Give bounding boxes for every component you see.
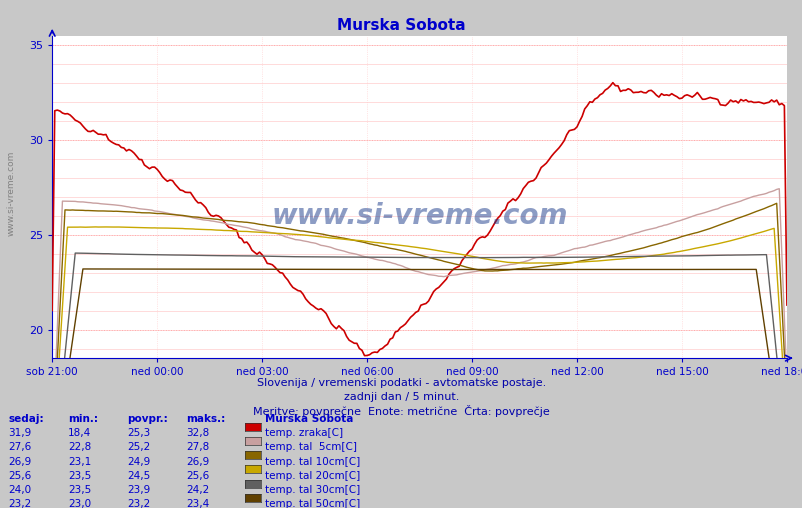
Text: min.:: min.: [68,414,98,424]
Text: 23,2: 23,2 [127,499,150,508]
Text: 23,5: 23,5 [68,485,91,495]
Text: 24,2: 24,2 [186,485,209,495]
Text: www.si-vreme.com: www.si-vreme.com [6,150,15,236]
Text: 25,2: 25,2 [127,442,150,453]
Text: povpr.:: povpr.: [127,414,168,424]
Text: 25,6: 25,6 [8,471,31,481]
Text: 23,4: 23,4 [186,499,209,508]
Text: 24,9: 24,9 [127,457,150,467]
Text: Slovenija / vremenski podatki - avtomatske postaje.: Slovenija / vremenski podatki - avtomats… [257,378,545,389]
Text: 22,8: 22,8 [68,442,91,453]
Text: 25,3: 25,3 [127,428,150,438]
Text: 18,4: 18,4 [68,428,91,438]
Text: 23,0: 23,0 [68,499,91,508]
Text: 23,5: 23,5 [68,471,91,481]
Text: 25,6: 25,6 [186,471,209,481]
Text: 32,8: 32,8 [186,428,209,438]
Text: 23,2: 23,2 [8,499,31,508]
Text: 26,9: 26,9 [186,457,209,467]
Text: temp. tal 20cm[C]: temp. tal 20cm[C] [265,471,360,481]
Text: 27,6: 27,6 [8,442,31,453]
Text: temp. zraka[C]: temp. zraka[C] [265,428,342,438]
Text: zadnji dan / 5 minut.: zadnji dan / 5 minut. [343,392,459,402]
Text: maks.:: maks.: [186,414,225,424]
Text: 31,9: 31,9 [8,428,31,438]
Text: 23,1: 23,1 [68,457,91,467]
Text: sedaj:: sedaj: [8,414,43,424]
Text: 24,5: 24,5 [127,471,150,481]
Text: temp. tal 10cm[C]: temp. tal 10cm[C] [265,457,360,467]
Text: temp. tal 30cm[C]: temp. tal 30cm[C] [265,485,360,495]
Text: 24,0: 24,0 [8,485,31,495]
Text: Meritve: povprečne  Enote: metrične  Črta: povprečje: Meritve: povprečne Enote: metrične Črta:… [253,405,549,418]
Text: www.si-vreme.com: www.si-vreme.com [271,202,567,230]
Text: temp. tal  5cm[C]: temp. tal 5cm[C] [265,442,357,453]
Text: 27,8: 27,8 [186,442,209,453]
Text: 26,9: 26,9 [8,457,31,467]
Text: Murska Sobota: Murska Sobota [337,18,465,33]
Text: temp. tal 50cm[C]: temp. tal 50cm[C] [265,499,360,508]
Text: 23,9: 23,9 [127,485,150,495]
Text: Murska Sobota: Murska Sobota [265,414,353,424]
